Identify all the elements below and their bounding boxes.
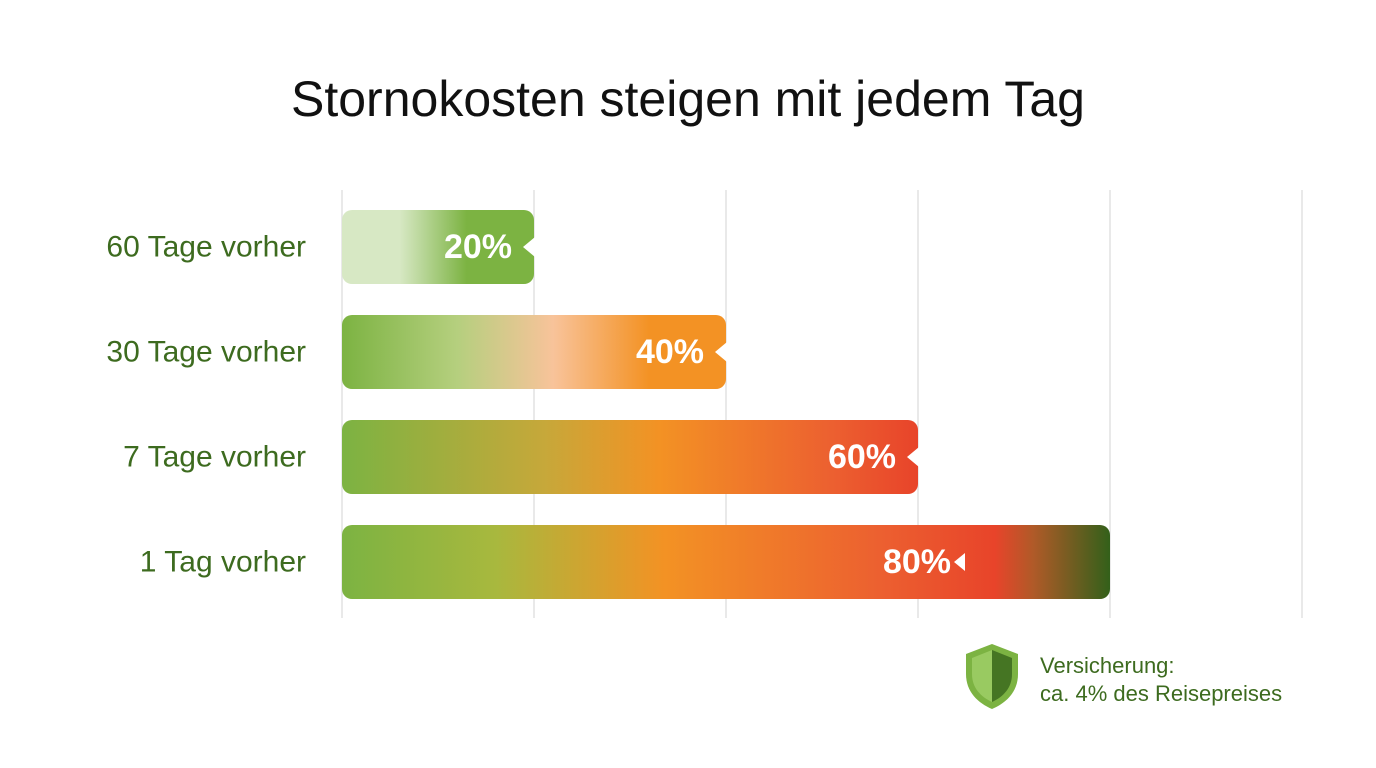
insurance-note: Versicherung: ca. 4% des Reisepreises xyxy=(960,640,1360,720)
bar-end-marker xyxy=(907,447,919,467)
bars xyxy=(342,210,1110,599)
bar-value-label: 60% xyxy=(828,438,896,476)
bar xyxy=(342,210,534,284)
insurance-note-line-2: ca. 4% des Reisepreises xyxy=(1040,681,1283,706)
chart-title: Stornokosten steigen mit jedem Tag xyxy=(291,71,1085,127)
bar-end-marker xyxy=(954,553,965,571)
category-label: 30 Tage vorher xyxy=(106,336,306,369)
shield-icon xyxy=(966,644,1018,709)
bar xyxy=(342,420,918,494)
category-label: 7 Tage vorher xyxy=(123,441,306,474)
bar xyxy=(342,315,726,389)
category-label: 60 Tage vorher xyxy=(106,231,306,264)
bar-end-marker xyxy=(715,342,727,362)
category-label: 1 Tag vorher xyxy=(140,546,306,579)
labels: 20% 60 Tage vorher 40% 30 Tage vorher 60% 7 T… xyxy=(106,228,951,581)
bar-end-marker xyxy=(523,237,535,257)
bar xyxy=(342,525,1110,599)
insurance-note-line-1: Versicherung: xyxy=(1040,653,1175,678)
insurance-note-text: Versicherung: ca. 4% des Reisepreises xyxy=(1040,652,1282,708)
bar-value-label: 40% xyxy=(636,333,704,371)
bar-value-label: 80% xyxy=(883,543,951,581)
bar-value-label: 20% xyxy=(444,228,512,266)
